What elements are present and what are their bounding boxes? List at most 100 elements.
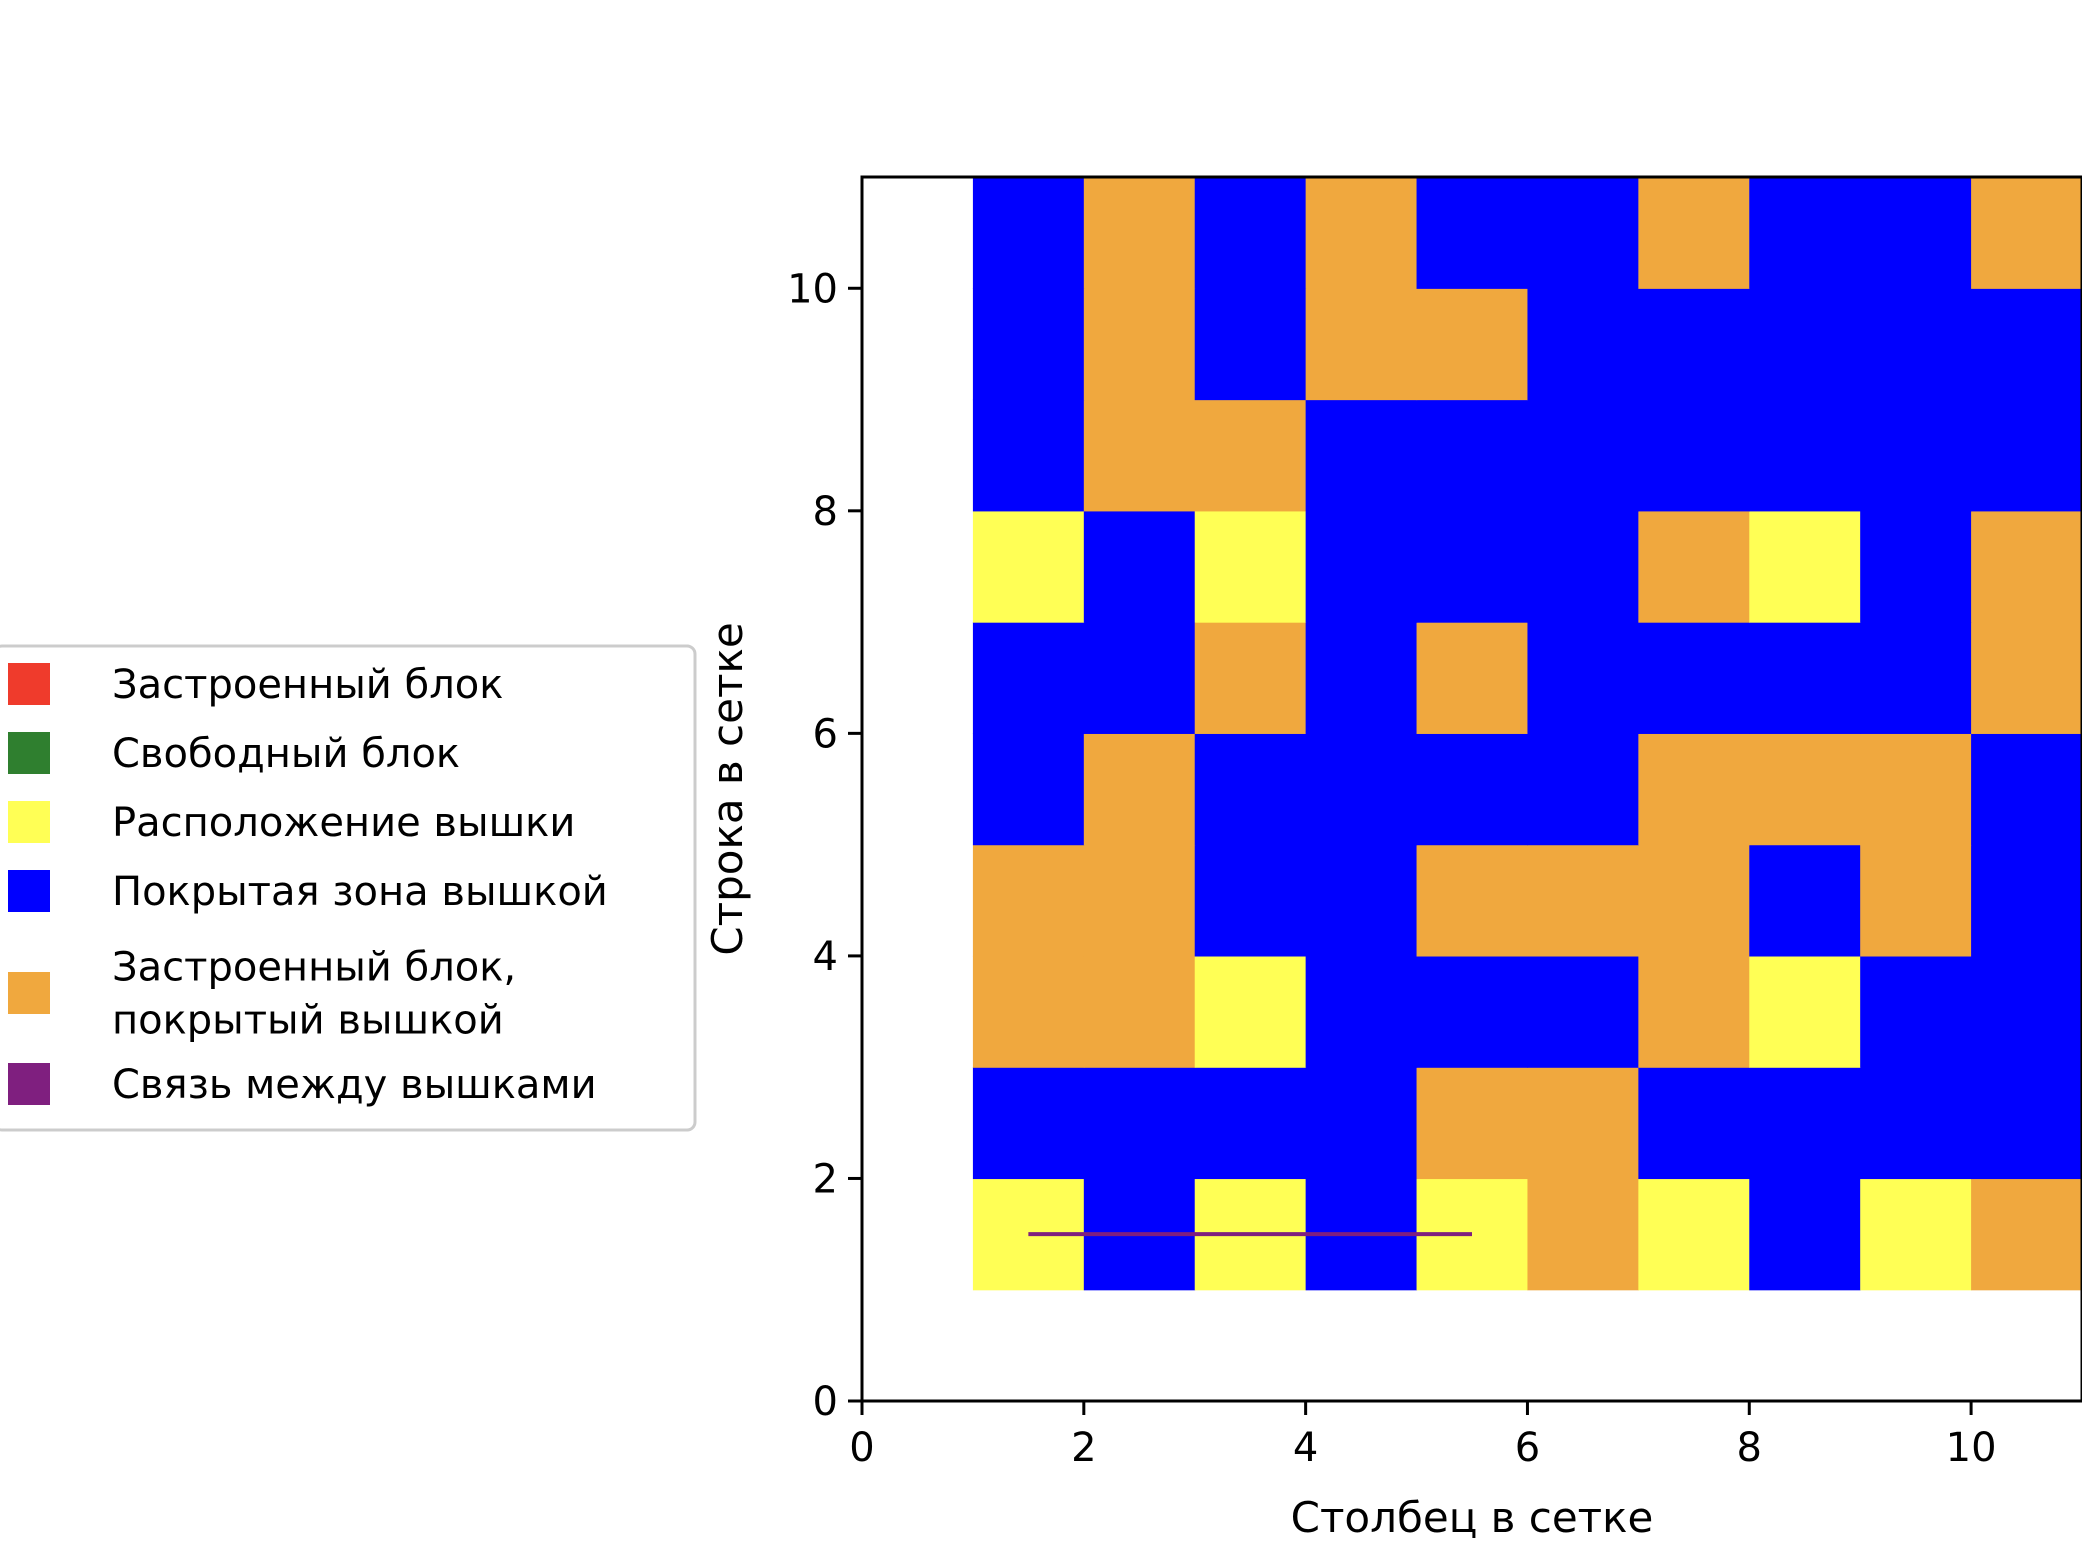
- x-tick-label: 0: [849, 1425, 874, 1471]
- grid-cell-built-covered: [1083, 288, 1196, 401]
- y-axis-label: Строка в сетке: [703, 622, 752, 955]
- grid-cell-tower: [1749, 955, 1861, 1068]
- legend-item: Застроенный блок: [8, 662, 503, 708]
- grid-cell-built-covered: [1305, 177, 1418, 289]
- y-tick-label: 2: [813, 1156, 838, 1202]
- grid-cell-covered: [1416, 177, 1529, 289]
- legend-swatch: [8, 732, 50, 774]
- legend-item: Застроенный блок, покрытый вышкой: [8, 945, 516, 1044]
- grid-cell-covered: [1416, 510, 1529, 623]
- axes: 0 2 4 6 8 10 0 2 4 6 8 10: [787, 175, 2082, 1471]
- grid-cell-covered: [1971, 733, 2082, 846]
- x-tick-label: 2: [1071, 1425, 1096, 1471]
- grid-cell-built-covered: [1638, 733, 1750, 846]
- legend-swatch: [8, 972, 50, 1014]
- grid-cell-covered: [1194, 177, 1307, 289]
- grid-cell-built-covered: [972, 844, 1085, 957]
- grid-cell-covered: [1749, 1067, 1861, 1180]
- grid-cell-built-covered: [1416, 1067, 1529, 1180]
- grid-cell-covered: [1194, 733, 1307, 846]
- grid-cell-tower: [1638, 1178, 1750, 1291]
- grid-cell-tower: [1749, 510, 1861, 623]
- y-tick-label: 8: [813, 489, 838, 535]
- grid-cell-covered: [1860, 510, 1972, 623]
- x-axis-label: Столбец в сетке: [1291, 1493, 1654, 1542]
- grid-cell-covered: [1305, 399, 1418, 512]
- grid-cell-covered: [1971, 288, 2082, 401]
- grid-cell-built-covered: [1416, 288, 1529, 401]
- grid-cell-covered: [1860, 399, 1972, 512]
- grid-cell-covered: [1971, 1067, 2082, 1180]
- grid-cell-covered: [1860, 177, 1972, 289]
- grid-cell-built-covered: [1194, 622, 1307, 734]
- grid-cell-built-covered: [1527, 844, 1639, 957]
- legend: Застроенный блок Свободный блок Расположен…: [0, 644, 697, 1132]
- legend-item: Покрытая зона вышкой: [8, 869, 608, 915]
- grid-cell-tower: [1194, 510, 1307, 623]
- grid-cell-covered: [972, 622, 1085, 734]
- grid-cell-covered: [1527, 399, 1639, 512]
- grid-cell-covered: [1860, 622, 1972, 734]
- grid-cell-built-covered: [1860, 733, 1972, 846]
- legend-label: Застроенный блок: [112, 662, 503, 708]
- legend-item: Свободный блок: [8, 731, 460, 777]
- grid-cell-covered: [1416, 399, 1529, 512]
- grid-cell-covered: [1860, 288, 1972, 401]
- grid-cell-tower: [1194, 955, 1307, 1068]
- grid-cell-covered: [1749, 1178, 1861, 1291]
- grid-cell-covered: [1971, 955, 2082, 1068]
- legend-swatch: [8, 1063, 50, 1105]
- grid-cell-covered: [1527, 955, 1639, 1068]
- y-tick-label: 4: [813, 934, 838, 980]
- grid-cell-built-covered: [1083, 177, 1196, 289]
- grid-cell-built-covered: [1638, 955, 1750, 1068]
- grid-cell-covered: [1749, 288, 1861, 401]
- grid-cell-covered: [972, 1067, 1085, 1180]
- grid-cell-covered: [1749, 399, 1861, 512]
- y-tick-label: 6: [813, 711, 838, 757]
- grid-cell-covered: [1083, 510, 1196, 623]
- grid-cell-covered: [1416, 733, 1529, 846]
- grid-cell-covered: [1527, 622, 1639, 734]
- grid-cell-covered: [1860, 955, 1972, 1068]
- grid-cell-covered: [1305, 955, 1418, 1068]
- grid-cell-built-covered: [972, 955, 1085, 1068]
- grid-cell-covered: [1749, 177, 1861, 289]
- grid-cell-covered: [1194, 1067, 1307, 1180]
- x-tick-label: 10: [1946, 1425, 1997, 1471]
- grid-cell-built-covered: [1971, 510, 2082, 623]
- grid-cell-built-covered: [1527, 1067, 1639, 1180]
- grid-cell-covered: [1971, 844, 2082, 957]
- grid-cell-covered: [1305, 622, 1418, 734]
- legend-label: Связь между вышками: [112, 1062, 597, 1108]
- grid-cell-built-covered: [1416, 622, 1529, 734]
- grid-cell-covered: [1749, 844, 1861, 957]
- grid-cell-covered: [1416, 955, 1529, 1068]
- grid-cell-built-covered: [1860, 844, 1972, 957]
- y-tick-label: 0: [813, 1379, 838, 1425]
- grid-cell-covered: [1083, 1067, 1196, 1180]
- grid-cell-covered: [972, 288, 1085, 401]
- grid-cell-built-covered: [1749, 733, 1861, 846]
- grid-cell-covered: [1194, 844, 1307, 957]
- grid-cell-built-covered: [1971, 1178, 2082, 1291]
- grid-cell-covered: [1305, 1067, 1418, 1180]
- grid-cell-covered: [1194, 288, 1307, 401]
- legend-label: Свободный блок: [112, 731, 460, 777]
- grid-cell-built-covered: [1971, 622, 2082, 734]
- grid-cell-tower: [1860, 1178, 1972, 1291]
- legend-swatch: [8, 663, 50, 705]
- grid-cell-covered: [972, 399, 1085, 512]
- grid-cell-built-covered: [1527, 1178, 1639, 1291]
- y-tick-label: 10: [787, 266, 838, 312]
- grid-cell-covered: [972, 733, 1085, 846]
- grid-cell-covered: [1305, 844, 1418, 957]
- grid-cell-built-covered: [1083, 955, 1196, 1068]
- grid-cell-covered: [1860, 1067, 1972, 1180]
- grid-cell-covered: [1749, 622, 1861, 734]
- grid-cell-covered: [1527, 177, 1639, 289]
- x-tick-label: 6: [1515, 1425, 1540, 1471]
- grid-cell-built-covered: [1083, 733, 1196, 846]
- grid-cell-covered: [1638, 1067, 1750, 1180]
